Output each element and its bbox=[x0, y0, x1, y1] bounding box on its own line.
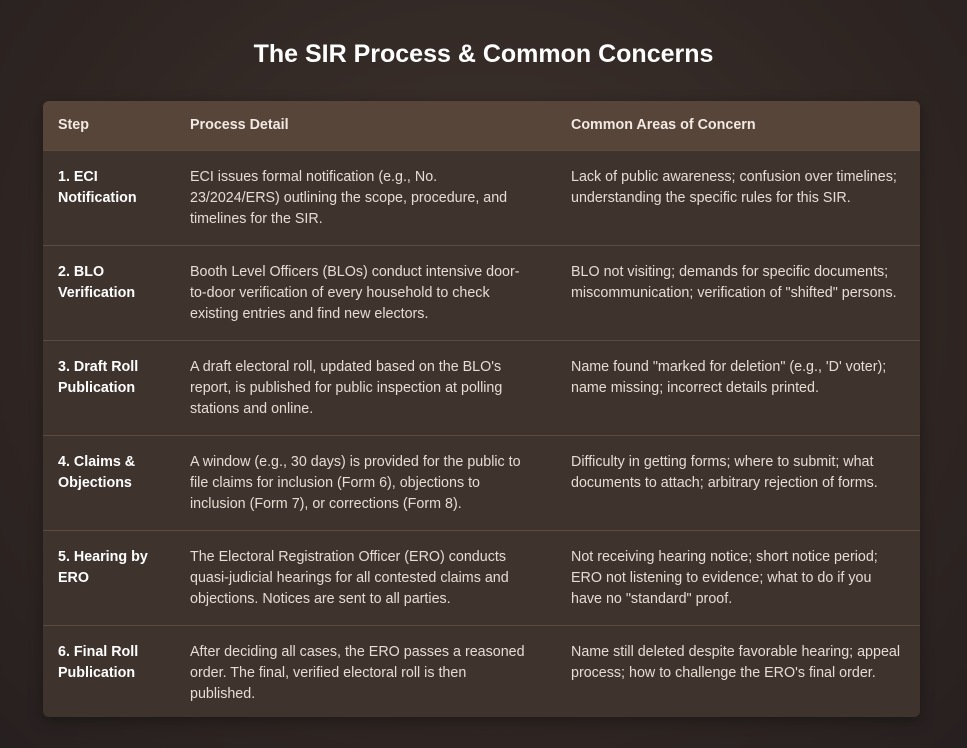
table-row: 3. Draft Roll Publication A draft elector… bbox=[43, 340, 920, 436]
table-cell: Booth Level Officers (BLOs) conduct inte… bbox=[175, 245, 556, 341]
table-cell: Not receiving hearing notice; short noti… bbox=[556, 530, 920, 626]
table-cell: 4. Claims & Objections bbox=[43, 435, 175, 531]
table-row: 2. BLO Verification Booth Level Officers … bbox=[43, 245, 920, 341]
page-title: The SIR Process & Common Concerns bbox=[253, 40, 714, 68]
table-cell: Name found "marked for deletion" (e.g., … bbox=[556, 340, 920, 436]
table-cell: A draft electoral roll, updated based on… bbox=[175, 340, 556, 436]
table-row: 5. Hearing by ERO The Electoral Registrat… bbox=[43, 530, 920, 626]
table-cell: Lack of public awareness; confusion over… bbox=[556, 150, 920, 246]
table-cell: 5. Hearing by ERO bbox=[43, 530, 175, 626]
table-cell: Difficulty in getting forms; where to su… bbox=[556, 435, 920, 531]
column-header: Process Detail bbox=[175, 101, 556, 151]
column-header: Common Areas of Concern bbox=[556, 101, 920, 151]
table-cell: After deciding all cases, the ERO passes… bbox=[175, 625, 556, 717]
process-table: Step Process Detail Common Areas of Concer… bbox=[43, 101, 920, 717]
table-cell: ECI issues formal notification (e.g., No… bbox=[175, 150, 556, 246]
table-row: 4. Claims & Objections A window (e.g., 30… bbox=[43, 435, 920, 531]
table-cell: Name still deleted despite favorable hea… bbox=[556, 625, 920, 717]
header-row: Step Process Detail Common Areas of Concer… bbox=[43, 101, 920, 151]
table-row: 1. ECI Notification ECI issues formal not… bbox=[43, 150, 920, 246]
table-cell: 1. ECI Notification bbox=[43, 150, 175, 246]
table-cell: The Electoral Registration Officer (ERO)… bbox=[175, 530, 556, 626]
table-card: Step Process Detail Common Areas of Concer… bbox=[43, 101, 920, 717]
table-row: 6. Final Roll Publication After deciding … bbox=[43, 625, 920, 717]
table-cell: 2. BLO Verification bbox=[43, 245, 175, 341]
table-cell: 3. Draft Roll Publication bbox=[43, 340, 175, 436]
column-header: Step bbox=[43, 101, 175, 151]
table-cell: A window (e.g., 30 days) is provided for… bbox=[175, 435, 556, 531]
table-body: 1. ECI Notification ECI issues formal not… bbox=[43, 150, 920, 717]
table-cell: BLO not visiting; demands for specific d… bbox=[556, 245, 920, 341]
table-cell: 6. Final Roll Publication bbox=[43, 625, 175, 717]
